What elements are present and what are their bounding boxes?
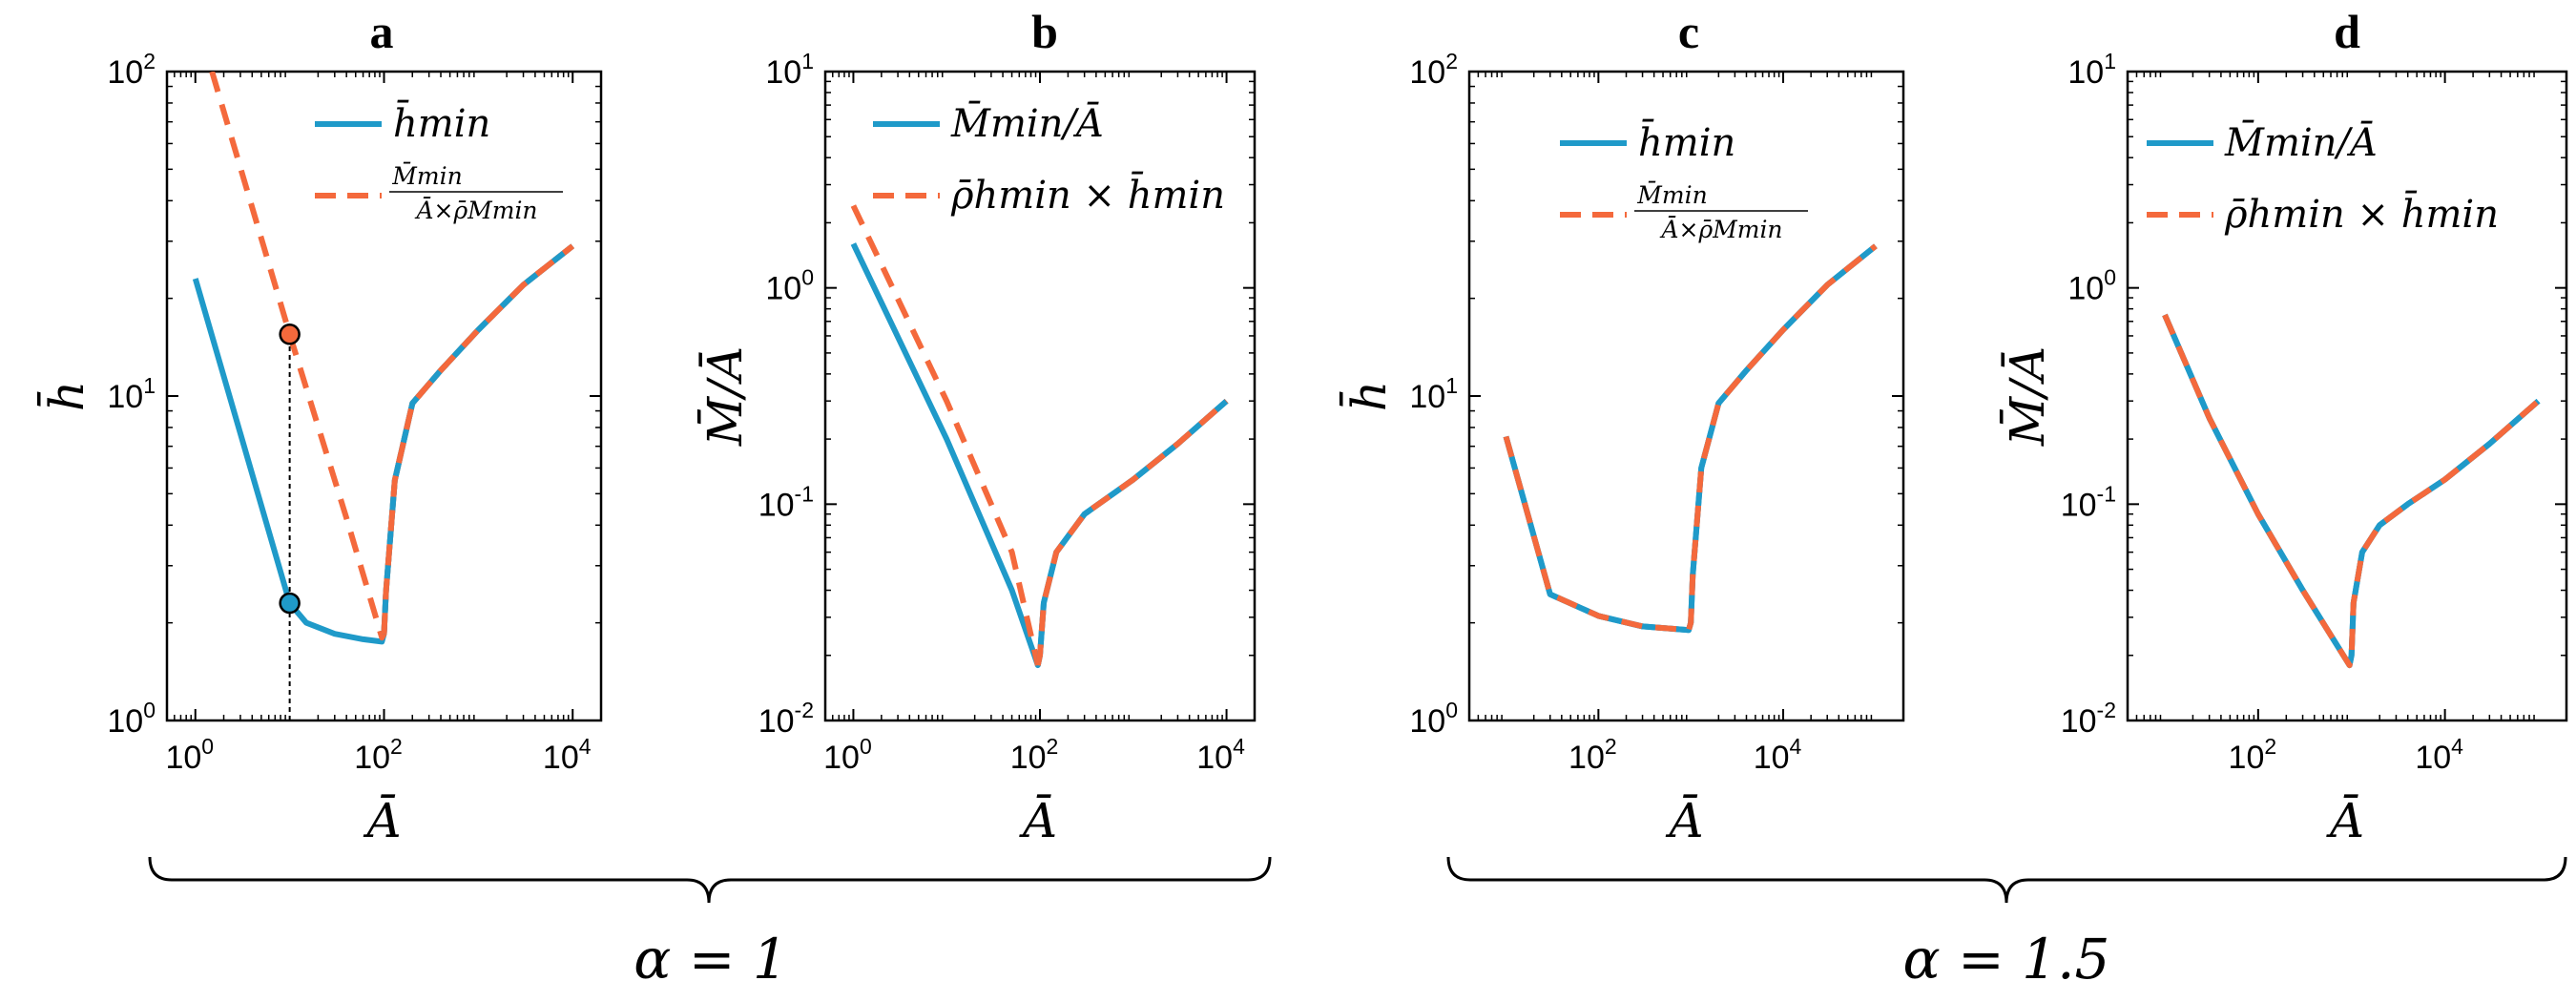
brace-alpha-1-5 [1446,856,2567,904]
y-axis-label: M̄/Ā [1999,346,2055,447]
plot-area [850,204,1229,669]
panel-c: 102 104 100 101 102 Āh̄ h̄min M̄min Ā×ρ̄Mmin [1339,49,1905,848]
brace-alpha-1 [148,856,1272,904]
plot-area [2162,313,2541,669]
series-overlap-dash [381,243,575,635]
y-tick-label: 10-1 [2061,481,2116,523]
y-tick-label: 102 [107,49,156,91]
series-overlap-dash [1034,398,1229,666]
series-dashed [209,72,575,641]
x-tick-label: 102 [2229,734,2277,776]
x-tick-label: 100 [823,734,872,776]
panel-label-d: d [2334,5,2360,58]
y-axis-label: h̄ [1339,381,1397,411]
panel-d: 102 104 10-2 10-1 100 101 Ā M̄/Ā M̄min/Ā ρ̄hmin ×… [1999,49,2568,848]
x-tick-label: 102 [354,734,403,776]
group-label-alpha-1-5: α = 1.5 [1903,927,2110,992]
x-tick-label: 104 [1196,734,1245,776]
legend-label-denominator: Ā×ρ̄Mmin [1659,216,1782,243]
x-axis-label: Ā [2326,793,2364,848]
panel-label-c: c [1678,5,1699,58]
panel-b: 100 102 104 10-2 10-1 100 101 Ā M̄/Ā M̄min/Ā ρ̄hmi… [696,49,1257,848]
y-tick-label: 102 [1409,49,1458,91]
axes-box [2126,70,2568,722]
x-tick-label: 102 [1568,734,1617,776]
y-tick-label: 101 [2067,49,2116,91]
y-tick-label: 10-2 [2061,698,2116,740]
x-tick-label: 104 [543,734,592,776]
legend-label-numerator: M̄min [391,162,462,190]
legend-label: M̄min/Ā [950,101,1104,146]
x-tick-label: 100 [165,734,214,776]
y-tick-label: 101 [1409,373,1458,415]
y-axis-label: M̄/Ā [696,346,753,447]
plot-area [1503,243,1878,634]
legend-label: h̄min [393,99,490,146]
x-axis-label: Ā [363,793,401,848]
marker-point [279,592,301,615]
panel-label-a: a [370,5,394,58]
legend-label: ρ̄hmin × h̄min [2224,190,2499,237]
x-tick-label: 104 [1754,734,1802,776]
series-dashed [850,204,1041,666]
y-tick-label: 101 [107,373,156,415]
y-tick-label: 100 [1409,698,1458,740]
x-axis-label: Ā [1019,793,1057,848]
y-tick-label: 100 [2067,265,2116,307]
marker-point [279,324,301,345]
legend-label: h̄min [1638,118,1735,165]
series-solid [850,242,1229,669]
legend-label-denominator: Ā×ρ̄Mmin [414,197,537,224]
series-overlap-base [1034,398,1229,666]
y-tick-label: 100 [765,265,814,307]
legend-label-numerator: M̄min [1636,181,1707,209]
series-overlap-dash [2162,313,2541,669]
legend-label: ρ̄hmin × h̄min [950,171,1225,218]
x-tick-label: 104 [2415,734,2463,776]
group-label-alpha-1: α = 1 [634,927,788,992]
series-overlap-base [1503,243,1878,634]
series-overlap-base [381,243,575,635]
legend-label: M̄min/Ā [2224,120,2378,165]
y-tick-label: 101 [765,49,814,91]
y-tick-label: 10-2 [758,698,814,740]
plot-area [192,72,575,645]
axes-box [1467,70,1905,722]
y-axis-label: h̄ [36,381,94,411]
x-tick-label: 102 [1010,734,1059,776]
y-tick-label: 100 [107,698,156,740]
x-axis-label: Ā [1665,793,1703,848]
panel-label-b: b [1031,5,1058,58]
series-overlap-dash [1503,243,1878,634]
panel-a: 100 102 104 100 101 102 Āh̄ h̄min M̄min Ā×ρ̄Mmin [36,49,603,848]
y-tick-label: 10-1 [758,481,814,523]
